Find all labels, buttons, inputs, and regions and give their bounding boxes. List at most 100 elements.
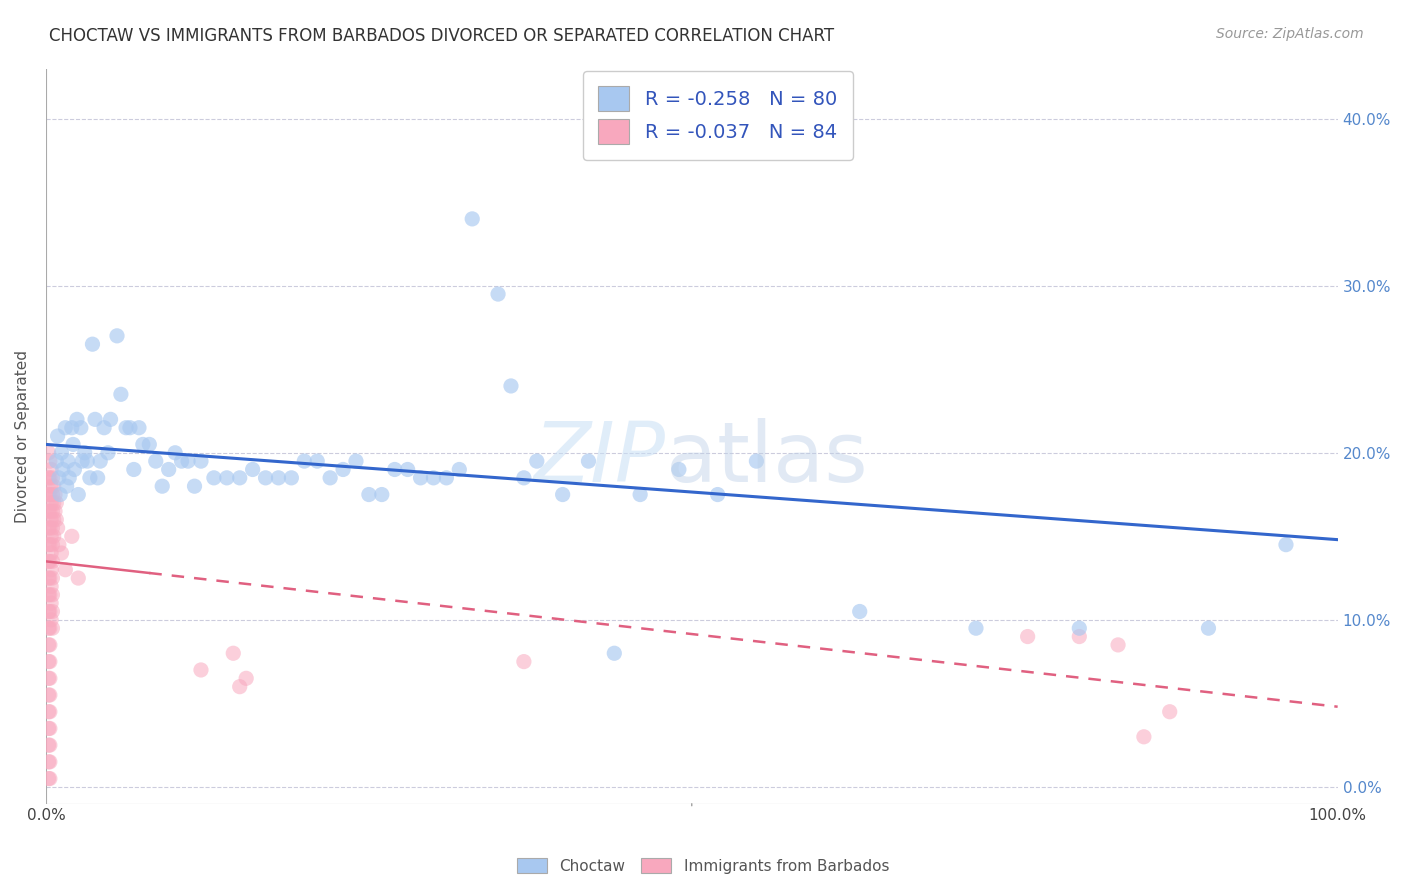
Point bbox=[38, 722, 60, 736]
Point bbox=[60, 421, 83, 435]
Point bbox=[128, 421, 150, 435]
Point bbox=[41, 588, 63, 602]
Point bbox=[67, 571, 90, 585]
Point bbox=[42, 529, 65, 543]
Point bbox=[70, 454, 93, 468]
Point bbox=[115, 421, 138, 435]
Point bbox=[551, 487, 574, 501]
Point bbox=[93, 421, 115, 435]
Point bbox=[434, 471, 457, 485]
Point bbox=[38, 487, 60, 501]
Point bbox=[449, 462, 471, 476]
Point bbox=[280, 471, 302, 485]
Point bbox=[396, 462, 419, 476]
Point bbox=[53, 563, 76, 577]
Point bbox=[42, 513, 65, 527]
Point bbox=[145, 454, 167, 468]
Point bbox=[38, 487, 60, 501]
Point bbox=[228, 680, 250, 694]
Point bbox=[344, 454, 367, 468]
Point bbox=[38, 521, 60, 535]
Point bbox=[235, 671, 257, 685]
Point bbox=[706, 487, 728, 501]
Point bbox=[38, 571, 60, 585]
Point bbox=[42, 479, 65, 493]
Point bbox=[41, 471, 63, 485]
Point bbox=[38, 538, 60, 552]
Point bbox=[100, 412, 122, 426]
Point bbox=[63, 462, 86, 476]
Point bbox=[79, 471, 101, 485]
Point bbox=[41, 521, 63, 535]
Point bbox=[38, 571, 60, 585]
Point bbox=[45, 513, 67, 527]
Point bbox=[38, 504, 60, 518]
Point bbox=[45, 496, 67, 510]
Point bbox=[38, 688, 60, 702]
Point bbox=[39, 546, 62, 560]
Point bbox=[82, 337, 104, 351]
Point bbox=[38, 588, 60, 602]
Point bbox=[97, 446, 120, 460]
Point bbox=[38, 738, 60, 752]
Point bbox=[86, 471, 108, 485]
Point bbox=[122, 462, 145, 476]
Point bbox=[157, 462, 180, 476]
Point bbox=[292, 454, 315, 468]
Point bbox=[1198, 621, 1220, 635]
Point bbox=[48, 538, 70, 552]
Point bbox=[38, 554, 60, 568]
Point bbox=[46, 429, 69, 443]
Point bbox=[38, 446, 60, 460]
Point bbox=[38, 554, 60, 568]
Point bbox=[39, 596, 62, 610]
Point bbox=[267, 471, 290, 485]
Point bbox=[39, 563, 62, 577]
Legend: R = -0.258   N = 80, R = -0.037   N = 84: R = -0.258 N = 80, R = -0.037 N = 84 bbox=[582, 70, 852, 160]
Point bbox=[1107, 638, 1129, 652]
Point bbox=[73, 446, 96, 460]
Point bbox=[965, 621, 987, 635]
Y-axis label: Divorced or Separated: Divorced or Separated bbox=[15, 350, 30, 523]
Point bbox=[170, 454, 193, 468]
Point bbox=[55, 479, 77, 493]
Point bbox=[165, 446, 187, 460]
Point bbox=[578, 454, 600, 468]
Point bbox=[332, 462, 354, 476]
Point bbox=[668, 462, 690, 476]
Point bbox=[848, 605, 870, 619]
Text: Source: ZipAtlas.com: Source: ZipAtlas.com bbox=[1216, 27, 1364, 41]
Point bbox=[49, 487, 72, 501]
Point bbox=[1275, 538, 1298, 552]
Point bbox=[38, 671, 60, 685]
Point bbox=[222, 646, 245, 660]
Point bbox=[62, 437, 84, 451]
Point bbox=[307, 454, 329, 468]
Point bbox=[228, 471, 250, 485]
Point bbox=[38, 772, 60, 786]
Point bbox=[38, 638, 60, 652]
Point bbox=[1159, 705, 1181, 719]
Point bbox=[39, 579, 62, 593]
Point bbox=[38, 705, 60, 719]
Point bbox=[41, 504, 63, 518]
Point bbox=[38, 755, 60, 769]
Point bbox=[215, 471, 238, 485]
Point bbox=[38, 705, 60, 719]
Point bbox=[513, 471, 536, 485]
Point bbox=[319, 471, 342, 485]
Point bbox=[67, 487, 90, 501]
Point bbox=[39, 613, 62, 627]
Point bbox=[628, 487, 651, 501]
Point bbox=[254, 471, 277, 485]
Point bbox=[45, 454, 67, 468]
Point bbox=[66, 412, 89, 426]
Point bbox=[118, 421, 141, 435]
Point bbox=[41, 554, 63, 568]
Point bbox=[499, 379, 522, 393]
Point bbox=[46, 521, 69, 535]
Point bbox=[39, 529, 62, 543]
Point bbox=[38, 722, 60, 736]
Point bbox=[371, 487, 394, 501]
Point bbox=[1069, 630, 1091, 644]
